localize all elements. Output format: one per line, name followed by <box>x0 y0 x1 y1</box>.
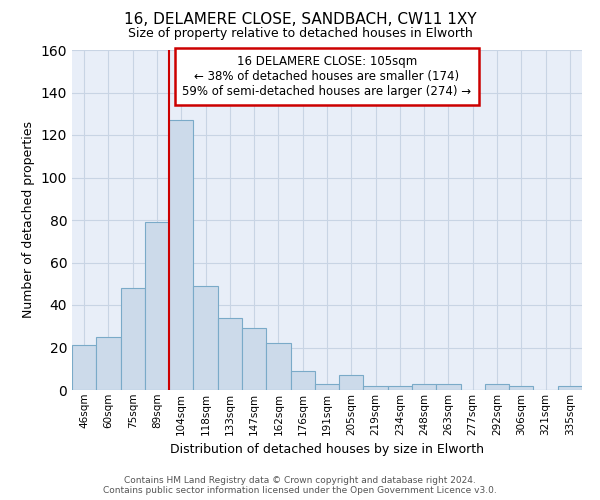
Y-axis label: Number of detached properties: Number of detached properties <box>22 122 35 318</box>
Bar <box>558 386 582 390</box>
Text: Contains HM Land Registry data © Crown copyright and database right 2024.
Contai: Contains HM Land Registry data © Crown c… <box>103 476 497 495</box>
Bar <box>315 384 339 390</box>
Bar <box>290 371 315 390</box>
Bar <box>145 222 169 390</box>
Bar <box>509 386 533 390</box>
Bar <box>169 120 193 390</box>
Bar <box>193 286 218 390</box>
Bar <box>96 337 121 390</box>
Bar <box>266 343 290 390</box>
Text: Size of property relative to detached houses in Elworth: Size of property relative to detached ho… <box>128 28 472 40</box>
Bar <box>436 384 461 390</box>
Bar <box>485 384 509 390</box>
Bar <box>121 288 145 390</box>
Bar <box>339 375 364 390</box>
Text: 16 DELAMERE CLOSE: 105sqm
← 38% of detached houses are smaller (174)
59% of semi: 16 DELAMERE CLOSE: 105sqm ← 38% of detac… <box>182 55 472 98</box>
Bar <box>412 384 436 390</box>
X-axis label: Distribution of detached houses by size in Elworth: Distribution of detached houses by size … <box>170 443 484 456</box>
Bar <box>242 328 266 390</box>
Text: 16, DELAMERE CLOSE, SANDBACH, CW11 1XY: 16, DELAMERE CLOSE, SANDBACH, CW11 1XY <box>124 12 476 28</box>
Bar <box>388 386 412 390</box>
Bar <box>72 346 96 390</box>
Bar <box>218 318 242 390</box>
Bar <box>364 386 388 390</box>
